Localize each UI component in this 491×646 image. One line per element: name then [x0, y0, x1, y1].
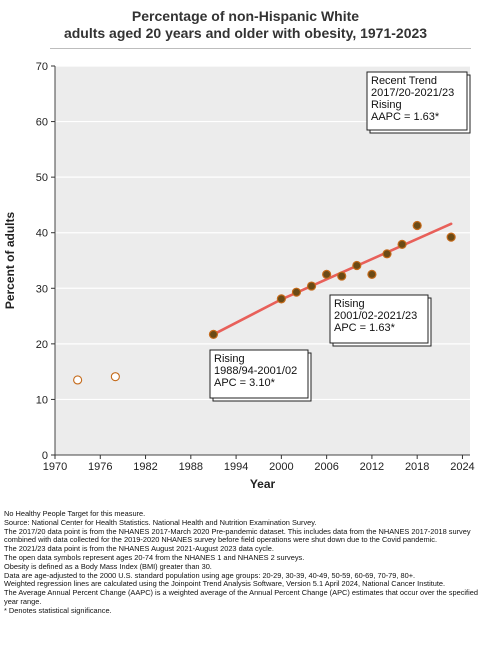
callout-text: Rising — [371, 99, 402, 111]
x-tick-label: 2006 — [314, 461, 338, 473]
data-point — [382, 249, 392, 259]
callout-text: 2017/20-2021/23 — [371, 87, 454, 99]
trend-line — [212, 298, 283, 336]
y-tick-label: 0 — [42, 450, 48, 462]
data-point-open — [73, 375, 83, 385]
callout-text: 2001/02-2021/23 — [334, 310, 417, 322]
x-axis-ticks: 1970 1976 1982 1988 1994 2000 2006 2012 2018 2024 — [43, 455, 475, 473]
callout-text: AAPC = 1.63* — [371, 111, 440, 123]
data-point — [352, 260, 362, 271]
footnote-line: The 2021/23 data point is from the NHANE… — [4, 544, 274, 554]
footnote-line: Weighted regression lines are calculated… — [4, 579, 446, 589]
callout-box — [329, 294, 429, 344]
data-point — [322, 269, 332, 279]
data-points — [73, 220, 456, 385]
chart-title-line-1: Percentage of non-Hispanic White — [131, 8, 360, 24]
callout-text: Recent Trend — [371, 75, 437, 87]
callout-text: 1988/94-2001/02 — [214, 365, 297, 377]
footnote-line: Source: National Center for Health Stati… — [4, 517, 317, 527]
chart-title: Percentage of non-Hispanic White adults … — [0, 8, 491, 42]
title-divider — [50, 48, 471, 49]
callout-text: APC = 3.10* — [214, 377, 276, 389]
footnote-line: The 2017/20 data point is from the NHANE… — [4, 526, 471, 545]
y-tick-label: 40 — [36, 228, 48, 240]
y-axis-label: Percent of adults — [3, 212, 17, 310]
y-tick-label: 60 — [36, 117, 48, 129]
data-point — [337, 271, 347, 281]
footnote-line: The Average Annual Percent Change (AAPC)… — [4, 588, 478, 606]
callout-box — [366, 71, 468, 131]
x-tick-label: 2012 — [360, 461, 384, 473]
data-point — [412, 220, 422, 231]
data-point — [446, 232, 456, 242]
x-tick-label: 1994 — [224, 461, 248, 473]
x-axis-label: Year — [250, 477, 276, 491]
x-tick-label: 2000 — [269, 461, 293, 473]
data-point — [306, 281, 317, 291]
callout-text: Rising — [334, 298, 365, 310]
footnote-line: Data are age-adjusted to the 2000 U.S. s… — [4, 570, 416, 580]
x-tick-label: 1982 — [133, 461, 157, 473]
data-point — [367, 269, 377, 279]
obesity-trend-chart: 0 10 20 30 40 50 60 70 1970 1976 1982 1988 1994 2000… — [3, 61, 475, 491]
callout-box — [209, 349, 309, 399]
footnote-line: * Denotes statistical significance. — [4, 605, 112, 615]
y-tick-label: 10 — [36, 394, 48, 406]
x-tick-label: 2024 — [450, 461, 474, 473]
x-tick-label: 1976 — [88, 461, 112, 473]
footnote-line: Obesity is defined as a Body Mass Index … — [4, 561, 212, 571]
x-tick-label: 2018 — [405, 461, 429, 473]
axes — [54, 66, 470, 456]
x-tick-label: 1970 — [43, 461, 67, 473]
footnote-line: The open data symbols represent ages 20-… — [4, 552, 305, 562]
y-tick-label: 70 — [36, 61, 48, 73]
y-tick-label: 50 — [36, 172, 48, 184]
data-point — [208, 329, 219, 340]
callout-text: APC = 1.63* — [334, 322, 396, 334]
callout-text: Rising — [214, 353, 245, 365]
y-tick-label: 20 — [36, 339, 48, 351]
data-point — [276, 294, 286, 304]
data-point — [291, 287, 302, 297]
footnotes: No Healthy People Target for this measur… — [4, 509, 488, 616]
footnote-line: No Healthy People Target for this measur… — [4, 509, 146, 518]
x-tick-label: 1988 — [179, 461, 203, 473]
y-axis-ticks: 0 10 20 30 40 50 60 70 — [36, 61, 55, 462]
y-tick-label: 30 — [36, 283, 48, 295]
chart-title-line-2: adults aged 20 years and older with obes… — [63, 25, 428, 41]
data-point — [397, 239, 407, 249]
data-point-open — [110, 372, 120, 382]
